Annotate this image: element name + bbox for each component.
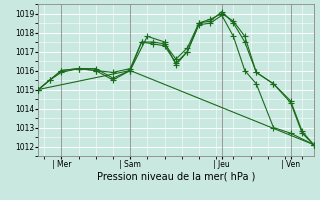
X-axis label: Pression niveau de la mer( hPa ): Pression niveau de la mer( hPa ) xyxy=(97,172,255,182)
